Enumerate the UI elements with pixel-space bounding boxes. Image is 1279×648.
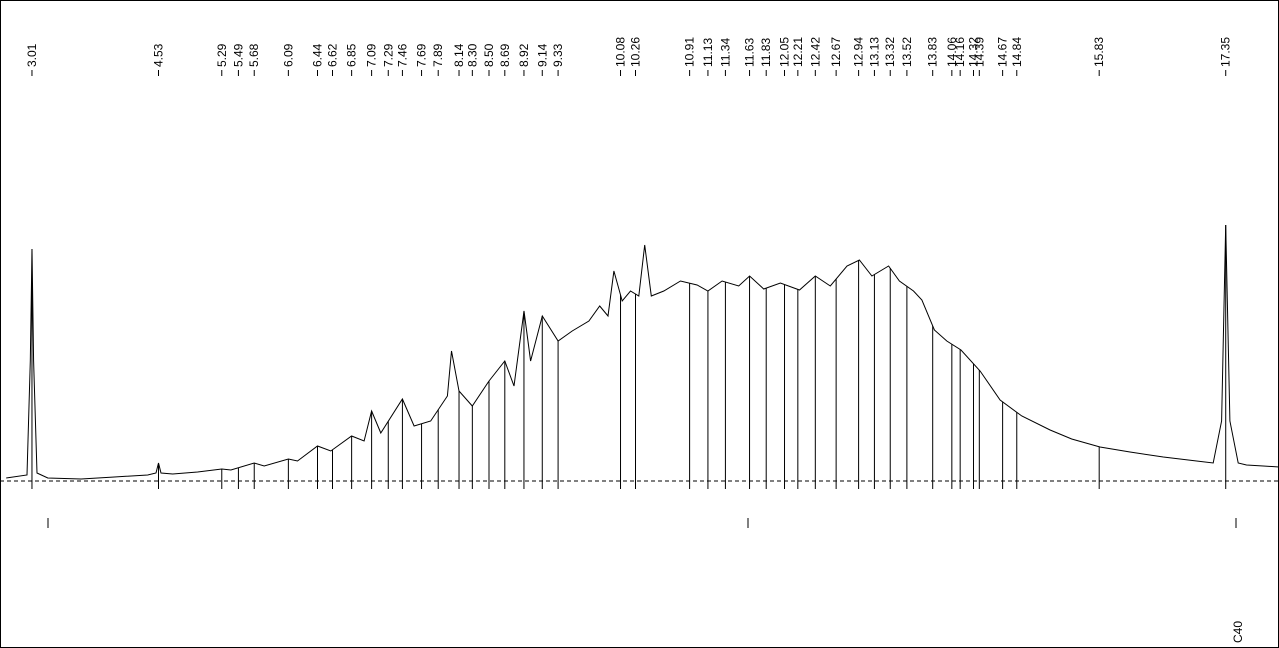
peak-label: 11.83 [759, 38, 773, 67]
peak-label: 3.01 [25, 43, 39, 67]
peak-label: 13.32 [883, 37, 897, 67]
peak-label: 7.09 [365, 43, 379, 67]
peak-label: 7.69 [415, 43, 429, 67]
peak-label: 11.34 [718, 38, 732, 67]
peak-label: 6.09 [281, 43, 295, 67]
peak-label: 14.16 [953, 37, 967, 67]
peak-label: 13.13 [867, 37, 881, 67]
peak-label: 8.14 [452, 43, 466, 67]
annotation: C40 [1231, 621, 1245, 643]
peak-label: 8.50 [482, 43, 496, 67]
peak-label: 12.42 [808, 37, 822, 67]
peak-label: 17.35 [1219, 37, 1233, 67]
peak-label: 5.49 [231, 43, 245, 67]
peak-label: 9.14 [535, 43, 549, 67]
peak-label: 11.13 [701, 38, 715, 67]
peak-label: 12.94 [852, 37, 866, 67]
peak-label: 10.26 [629, 37, 643, 67]
peak-label: 13.52 [900, 37, 914, 67]
peak-label: 14.06 [945, 37, 959, 67]
peak-label: 12.05 [778, 37, 792, 67]
peak-label: 6.62 [325, 43, 339, 67]
peak-label: 7.89 [431, 43, 445, 67]
peak-label: 14.32 [966, 37, 980, 67]
peak-label: 7.46 [395, 43, 409, 67]
peak-label: 14.67 [996, 37, 1010, 67]
peak-label: 14.84 [1010, 37, 1024, 67]
peak-label: 7.29 [381, 43, 395, 67]
peak-label: 11.63 [743, 38, 757, 67]
peak-label: 4.53 [152, 43, 166, 67]
peak-label: 8.92 [517, 43, 531, 67]
peak-label: 10.91 [683, 37, 697, 67]
peak-label: 5.68 [247, 43, 261, 67]
peak-label: 12.21 [791, 37, 805, 67]
trace [6, 224, 1279, 480]
peak-label: 8.30 [465, 43, 479, 67]
peak-label: 14.39 [972, 37, 986, 67]
peak-label: 15.83 [1092, 37, 1106, 67]
peak-label: 12.67 [829, 37, 843, 67]
peak-label: 13.83 [926, 37, 940, 67]
peak-label: 5.29 [215, 43, 229, 67]
peak-label: 10.08 [614, 37, 628, 67]
peak-label: 8.69 [498, 43, 512, 67]
peak-label: 6.44 [311, 43, 325, 67]
peak-label: 6.85 [345, 43, 359, 67]
peak-label: 9.33 [551, 43, 565, 67]
